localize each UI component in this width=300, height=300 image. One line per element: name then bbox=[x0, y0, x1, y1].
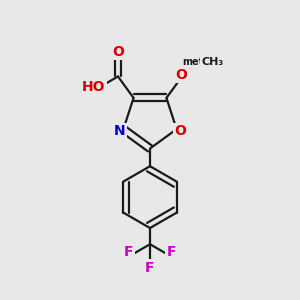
Text: CH₃: CH₃ bbox=[201, 57, 224, 67]
Text: O: O bbox=[176, 68, 188, 82]
Text: F: F bbox=[167, 245, 176, 259]
Text: methyl: methyl bbox=[182, 57, 220, 67]
Text: N: N bbox=[114, 124, 125, 138]
Text: F: F bbox=[145, 261, 155, 275]
Text: HO: HO bbox=[82, 80, 105, 94]
Text: O: O bbox=[112, 45, 124, 59]
Text: F: F bbox=[124, 245, 134, 259]
Text: O: O bbox=[175, 124, 186, 138]
